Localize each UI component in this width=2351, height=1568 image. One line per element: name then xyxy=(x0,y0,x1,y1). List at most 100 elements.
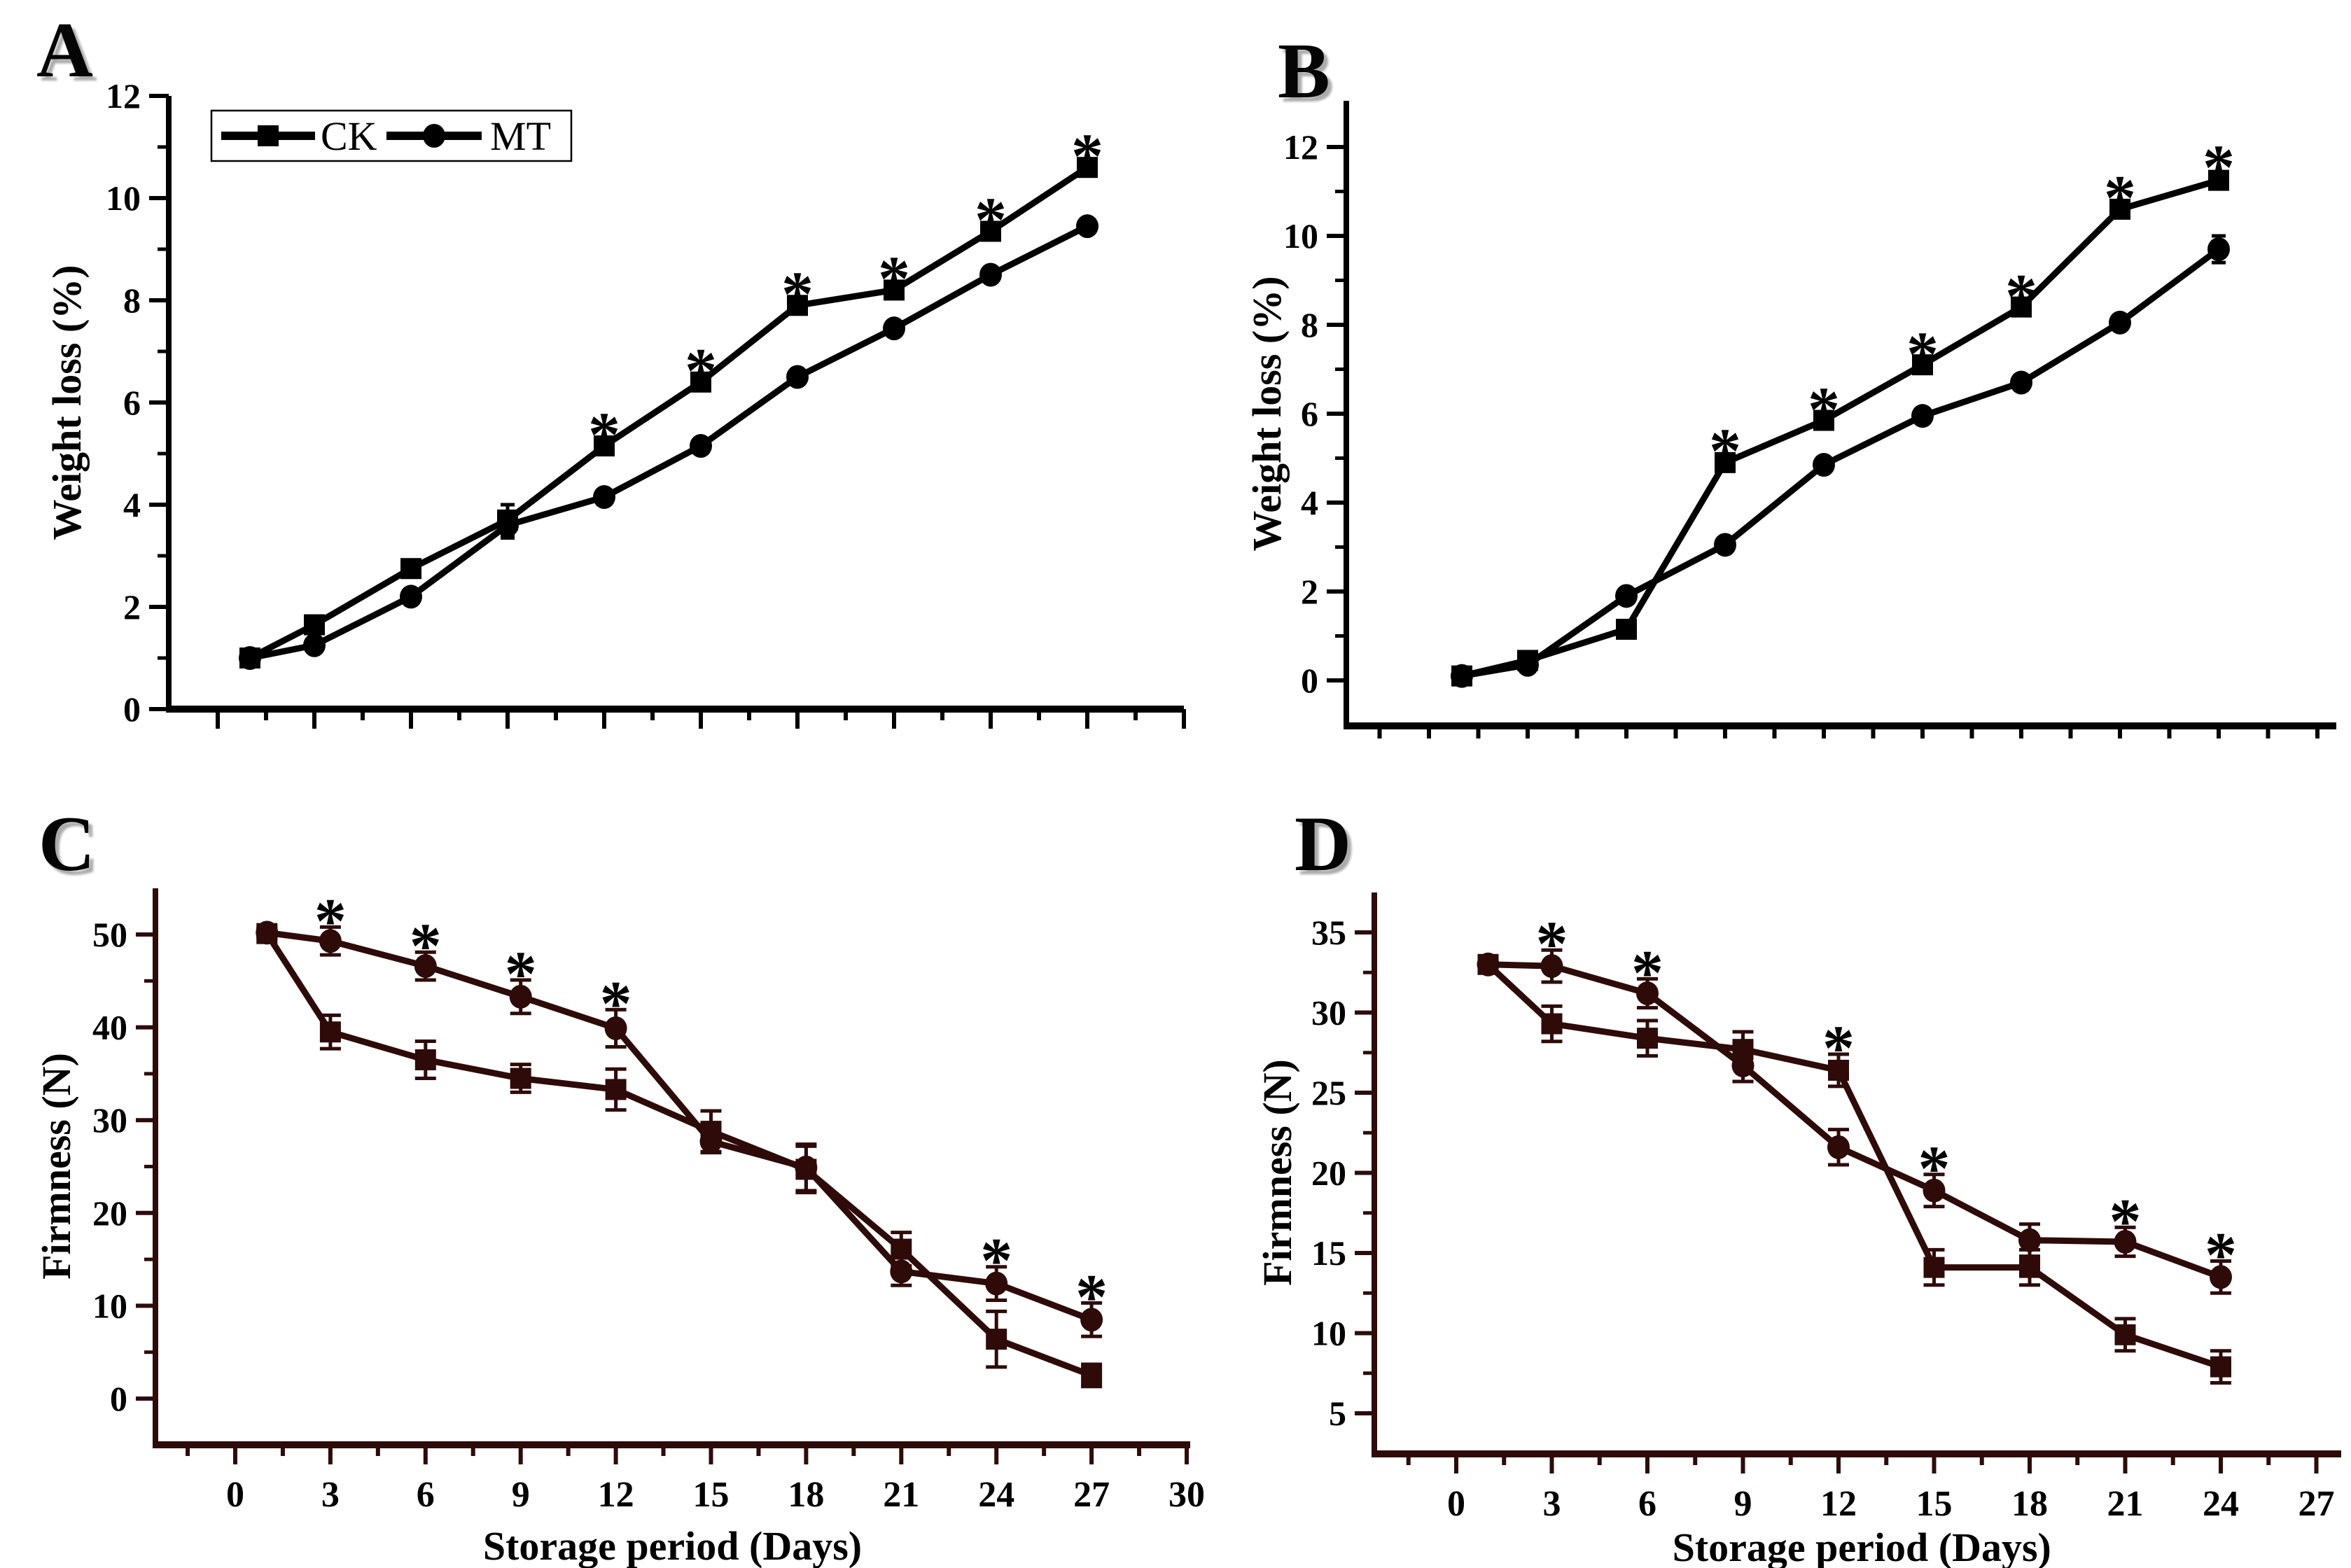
marker-square xyxy=(1637,1028,1658,1049)
svg-text:4: 4 xyxy=(123,485,141,524)
series-ck: * * * * * * xyxy=(1451,132,2235,687)
x-axis-ticks xyxy=(216,709,1186,729)
series-mt xyxy=(239,214,1098,670)
marker-square xyxy=(497,509,518,531)
legend-label-ck: CK xyxy=(321,113,377,159)
x-axis-ticks xyxy=(1377,726,2319,738)
svg-text:12: 12 xyxy=(106,76,141,115)
svg-text:6: 6 xyxy=(417,1475,435,1515)
marker-circle xyxy=(593,485,615,510)
legend-label-mt: MT xyxy=(490,113,551,159)
svg-text:10: 10 xyxy=(92,1286,127,1325)
panel-a-chart: 0 2 4 6 8 10 12 Weight loss (%) * * * * * * CK MT xyxy=(44,76,1186,729)
legend-marker-circle xyxy=(423,124,445,148)
y-axis-title: Firmness (N) xyxy=(1255,1059,1300,1286)
significance-asterisk: * xyxy=(1918,1133,1951,1204)
marker-square xyxy=(1732,1039,1754,1060)
marker-circle xyxy=(604,1016,627,1040)
panel-label-b: B xyxy=(1278,28,1330,115)
significance-asterisk: * xyxy=(878,243,910,314)
x-axis-ticks: 0 3 6 9 12 15 18 21 24 27 30 xyxy=(186,1445,1204,1515)
svg-text:15: 15 xyxy=(693,1475,730,1515)
svg-text:18: 18 xyxy=(788,1475,824,1515)
marker-circle xyxy=(1076,214,1098,239)
legend: CK MT xyxy=(210,109,573,162)
svg-text:30: 30 xyxy=(92,1100,127,1140)
significance-asterisk: * xyxy=(980,1225,1012,1296)
marker-circle xyxy=(1911,404,1934,428)
svg-text:20: 20 xyxy=(92,1194,127,1233)
significance-asterisk: * xyxy=(588,399,620,470)
marker-square xyxy=(605,1079,627,1100)
svg-text:35: 35 xyxy=(1311,913,1346,952)
marker-square xyxy=(256,923,278,944)
marker-circle xyxy=(414,954,437,979)
marker-square xyxy=(1477,953,1499,975)
marker-circle xyxy=(883,316,905,341)
significance-asterisk: * xyxy=(2203,132,2235,203)
marker-square xyxy=(1813,410,1834,431)
significance-asterisk: * xyxy=(1906,318,1939,390)
svg-text:50: 50 xyxy=(92,915,127,954)
marker-square xyxy=(2208,169,2229,191)
marker-square xyxy=(400,558,421,580)
series-mt xyxy=(1451,234,2230,688)
svg-text:10: 10 xyxy=(1311,1314,1346,1353)
y-axis-title: Firmness (N) xyxy=(34,1053,79,1280)
marker-circle xyxy=(319,929,342,953)
marker-square xyxy=(2109,198,2130,220)
series-mt: * * * * * xyxy=(1477,908,2237,1295)
series-mt: * * * * * * xyxy=(256,885,1108,1338)
svg-text:18: 18 xyxy=(2011,1484,2048,1524)
x-axis-title: Storage period (Days) xyxy=(483,1523,862,1568)
svg-text:15: 15 xyxy=(1311,1233,1346,1273)
significance-asterisk: * xyxy=(1075,1261,1108,1332)
axes xyxy=(153,888,1190,1448)
marker-circle xyxy=(2207,237,2230,262)
panel-label-d: D xyxy=(1295,801,1351,888)
svg-text:24: 24 xyxy=(978,1475,1014,1515)
svg-text:9: 9 xyxy=(1734,1484,1752,1524)
marker-square xyxy=(1451,665,1472,687)
significance-asterisk: * xyxy=(505,938,537,1009)
marker-square xyxy=(884,279,905,301)
marker-square xyxy=(510,1068,531,1089)
x-axis-ticks: 0 3 6 9 12 15 18 21 24 27 xyxy=(1406,1454,2335,1524)
svg-text:9: 9 xyxy=(512,1475,530,1515)
panel-b-chart: 0 2 4 6 8 10 12 Weight loss (%) * * * * * * xyxy=(1244,101,2336,738)
svg-text:0: 0 xyxy=(110,1379,127,1418)
marker-square xyxy=(1517,650,1538,671)
y-axis-ticks: 5 10 15 20 25 30 35 xyxy=(1311,913,1374,1433)
significance-asterisk: * xyxy=(600,967,632,1039)
svg-text:10: 10 xyxy=(1283,216,1318,255)
x-axis-title: Storage period (Days) xyxy=(1673,1525,2051,1568)
marker-square xyxy=(1541,1013,1563,1035)
svg-text:10: 10 xyxy=(106,178,141,218)
panel-a: A 0 2 4 6 8 10 12 Weight loss (%) * * * * * * CK MT xyxy=(0,0,1204,784)
marker-square xyxy=(1616,618,1637,640)
marker-circle xyxy=(2018,1228,2041,1252)
marker-circle xyxy=(509,984,532,1009)
panel-d: D 5 10 15 20 25 30 35 0 3 6 9 12 15 18 21 24 27 Firmness … xyxy=(1176,784,2351,1568)
panel-b: B 0 2 4 6 8 10 12 Weight loss (%) * * * * * * xyxy=(1176,0,2351,784)
marker-square xyxy=(690,371,711,393)
marker-circle xyxy=(1080,1308,1103,1332)
svg-text:27: 27 xyxy=(1073,1475,1110,1515)
significance-asterisk: * xyxy=(1822,1012,1855,1084)
svg-text:40: 40 xyxy=(92,1008,127,1047)
svg-text:27: 27 xyxy=(2298,1484,2335,1524)
svg-text:6: 6 xyxy=(1638,1484,1656,1524)
marker-circle xyxy=(2210,1265,2232,1289)
svg-text:8: 8 xyxy=(123,281,141,320)
series-ck xyxy=(256,923,1103,1389)
significance-asterisk: * xyxy=(2005,260,2037,332)
marker-circle xyxy=(1923,1178,1946,1203)
marker-circle xyxy=(2010,370,2032,395)
axes xyxy=(1372,892,2341,1457)
marker-circle xyxy=(690,434,712,458)
marker-square xyxy=(304,614,325,636)
svg-text:3: 3 xyxy=(321,1475,340,1515)
marker-square xyxy=(414,1049,436,1071)
svg-text:24: 24 xyxy=(2203,1484,2239,1524)
marker-square xyxy=(1715,451,1736,473)
